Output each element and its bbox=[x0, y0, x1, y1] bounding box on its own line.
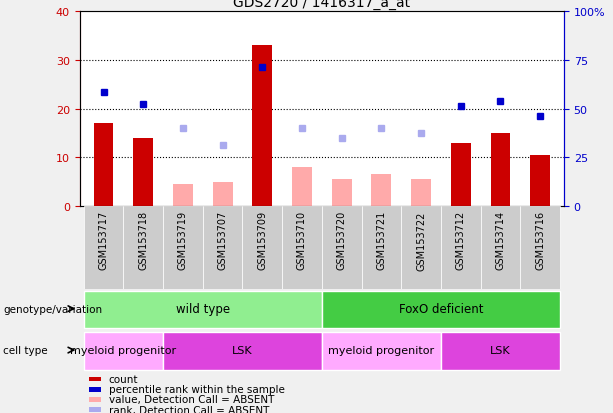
Bar bbox=[322, 291, 560, 328]
Bar bbox=[441, 206, 481, 289]
Bar bbox=[173, 185, 193, 206]
Bar bbox=[83, 332, 163, 370]
Bar bbox=[163, 206, 203, 289]
Text: value, Detection Call = ABSENT: value, Detection Call = ABSENT bbox=[109, 394, 274, 404]
Bar bbox=[89, 407, 102, 412]
Text: myeloid progenitor: myeloid progenitor bbox=[70, 345, 177, 355]
Bar bbox=[133, 139, 153, 206]
Text: GSM153718: GSM153718 bbox=[138, 211, 148, 270]
Text: myeloid progenitor: myeloid progenitor bbox=[329, 345, 435, 355]
Text: GSM153714: GSM153714 bbox=[495, 211, 506, 270]
Text: GSM153712: GSM153712 bbox=[455, 211, 466, 270]
Text: GSM153717: GSM153717 bbox=[99, 211, 109, 270]
Bar bbox=[481, 206, 520, 289]
Text: GSM153709: GSM153709 bbox=[257, 211, 267, 270]
Bar bbox=[332, 180, 352, 206]
Bar bbox=[89, 387, 102, 392]
Text: cell type: cell type bbox=[3, 345, 48, 355]
Text: FoxO deficient: FoxO deficient bbox=[398, 302, 483, 316]
Text: LSK: LSK bbox=[490, 345, 511, 355]
Text: GSM153707: GSM153707 bbox=[218, 211, 227, 270]
Bar bbox=[89, 377, 102, 382]
Bar bbox=[89, 397, 102, 402]
Bar bbox=[203, 206, 242, 289]
Bar bbox=[530, 156, 550, 206]
Bar bbox=[520, 206, 560, 289]
Bar bbox=[411, 180, 431, 206]
Bar bbox=[490, 134, 511, 206]
Text: rank, Detection Call = ABSENT: rank, Detection Call = ABSENT bbox=[109, 405, 269, 413]
Text: count: count bbox=[109, 374, 139, 384]
Bar bbox=[371, 175, 391, 206]
Bar bbox=[94, 124, 113, 206]
Bar bbox=[83, 291, 322, 328]
Text: GSM153722: GSM153722 bbox=[416, 211, 426, 270]
Bar bbox=[123, 206, 163, 289]
Bar bbox=[83, 206, 123, 289]
Bar bbox=[163, 332, 322, 370]
Text: GSM153719: GSM153719 bbox=[178, 211, 188, 270]
Bar bbox=[322, 332, 441, 370]
Text: GSM153716: GSM153716 bbox=[535, 211, 545, 270]
Text: genotype/variation: genotype/variation bbox=[3, 304, 102, 314]
Bar bbox=[322, 206, 362, 289]
Bar bbox=[362, 206, 402, 289]
Bar bbox=[242, 206, 282, 289]
Text: wild type: wild type bbox=[176, 302, 230, 316]
Bar bbox=[282, 206, 322, 289]
Bar bbox=[213, 182, 232, 206]
Bar bbox=[292, 168, 312, 206]
Bar bbox=[451, 143, 471, 206]
Text: GSM153710: GSM153710 bbox=[297, 211, 307, 270]
Text: GSM153721: GSM153721 bbox=[376, 211, 386, 270]
Text: GSM153720: GSM153720 bbox=[337, 211, 347, 270]
Bar bbox=[402, 206, 441, 289]
Bar bbox=[441, 332, 560, 370]
Text: percentile rank within the sample: percentile rank within the sample bbox=[109, 385, 284, 394]
Text: LSK: LSK bbox=[232, 345, 253, 355]
Title: GDS2720 / 1416317_a_at: GDS2720 / 1416317_a_at bbox=[234, 0, 410, 10]
Bar bbox=[253, 46, 272, 206]
